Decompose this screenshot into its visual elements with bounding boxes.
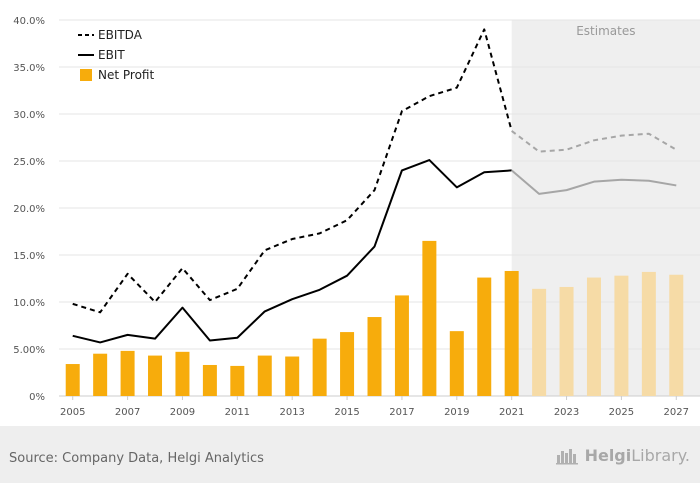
bar-net-profit-2023 <box>559 286 574 396</box>
x-tick-label: 2009 <box>170 407 195 418</box>
bar-net-profit-2008 <box>148 355 163 396</box>
x-tick-label: 2025 <box>609 407 634 418</box>
bar-net-profit-2006 <box>93 353 108 396</box>
estimates-label: Estimates <box>576 24 635 38</box>
x-tick-label: 2017 <box>389 407 414 418</box>
legend-label-net-profit: Net Profit <box>98 68 154 82</box>
source-text: Source: Company Data, Helgi Analytics <box>9 451 264 466</box>
bar-net-profit-2024 <box>586 277 601 396</box>
bar-net-profit-2016 <box>367 317 382 396</box>
x-tick-label: 2021 <box>499 407 524 418</box>
x-axis-ticks: 2005 2007 2009 2011 2013 2015 2017 2019 2021 2023… <box>60 396 689 418</box>
bar-net-profit-2025 <box>614 275 629 396</box>
bar-net-profit-2019 <box>449 331 464 396</box>
y-tick-label: 20.0% <box>13 204 45 215</box>
x-tick-label: 2023 <box>554 407 579 418</box>
line-ebitda-actual <box>72 28 513 314</box>
x-tick-label: 2013 <box>279 407 304 418</box>
bar-net-profit-2010 <box>202 364 217 396</box>
bar-net-profit-2022 <box>532 288 547 396</box>
y-tick-label: 30.0% <box>13 110 45 121</box>
brand-name-bold: Helgi <box>584 446 632 465</box>
x-tick-label: 2027 <box>664 407 689 418</box>
legend-swatch-net-profit <box>80 69 92 81</box>
line-ebitda-estimate <box>511 130 677 153</box>
bar-net-profit-2007 <box>120 350 135 396</box>
y-tick-label: 25.0% <box>13 157 45 168</box>
y-tick-label: 35.0% <box>13 63 45 74</box>
y-tick-label: 5.00% <box>13 345 45 356</box>
x-tick-label: 2019 <box>444 407 469 418</box>
bar-net-profit-2020 <box>477 277 492 396</box>
line-ebit-estimate <box>511 169 677 195</box>
legend-label-ebitda: EBITDA <box>98 28 143 42</box>
y-tick-label: 0% <box>29 392 45 403</box>
bar-net-profit-2011 <box>230 365 245 396</box>
y-tick-label: 10.0% <box>13 298 45 309</box>
bar-net-profit-2026 <box>641 271 656 396</box>
x-tick-label: 2005 <box>60 407 85 418</box>
brand-logo[interactable]: HelgiLibrary. <box>555 446 690 465</box>
x-tick-label: 2015 <box>334 407 359 418</box>
bar-net-profit-2012 <box>257 355 272 396</box>
y-tick-label: 15.0% <box>13 251 45 262</box>
bar-net-profit-2017 <box>394 295 409 396</box>
y-tick-label: 40.0% <box>13 16 45 27</box>
line-ebit-actual <box>72 159 512 344</box>
bar-net-profit-2009 <box>175 351 190 396</box>
footer: Source: Company Data, Helgi Analytics He… <box>0 426 700 483</box>
bar-series-net-profit <box>65 240 684 396</box>
y-axis-ticks: 0% 5.00% 10.0% 15.0% 20.0% 25.0% 30.0% 35.0% 40.… <box>13 16 45 403</box>
bar-net-profit-2005 <box>65 364 80 396</box>
line-series <box>72 28 677 344</box>
bar-net-profit-2027 <box>669 274 684 396</box>
bar-net-profit-2018 <box>422 240 437 396</box>
helgi-logo-icon <box>555 448 578 464</box>
bar-net-profit-2015 <box>340 332 355 396</box>
x-tick-label: 2011 <box>225 407 250 418</box>
chart: Estimates 0% 5.00% 10.0% 15.0% 20.0% 25.0% 30.… <box>13 16 700 418</box>
brand-name-rest: Library. <box>631 446 690 465</box>
legend: EBITDA EBIT Net Profit <box>78 28 154 82</box>
bar-net-profit-2013 <box>285 356 300 396</box>
bar-net-profit-2014 <box>312 338 327 396</box>
x-tick-label: 2007 <box>115 407 140 418</box>
legend-label-ebit: EBIT <box>98 48 125 62</box>
bar-net-profit-2021 <box>504 270 519 396</box>
